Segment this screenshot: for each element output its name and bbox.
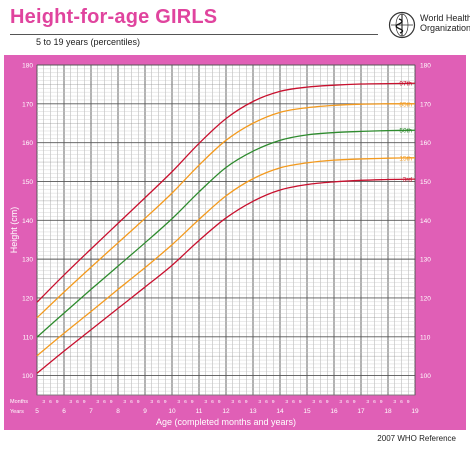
month-tick-label: 3 (366, 399, 369, 405)
y-tick-label-right: 170 (420, 101, 431, 108)
month-tick-label: 6 (292, 399, 295, 405)
who-emblem-icon (388, 11, 416, 39)
x-tick-label: 5 (35, 408, 39, 415)
y-tick-label-left: 150 (22, 179, 33, 186)
chart-panel: 100 100 110 110 120 120 130 130 140 140 150 150 160 1… (4, 55, 466, 430)
series-label-85th: 85th (399, 101, 412, 108)
month-tick-label: 3 (69, 399, 72, 405)
title-divider (10, 34, 378, 35)
y-tick-label-left: 130 (22, 257, 33, 264)
month-tick-label: 3 (177, 399, 180, 405)
y-tick-label-left: 140 (22, 218, 33, 225)
y-tick-label-left: 100 (22, 373, 33, 380)
month-tick-label: 9 (407, 399, 410, 405)
month-tick-label: 6 (76, 399, 79, 405)
month-tick-label: 9 (326, 399, 329, 405)
x-tick-label: 18 (384, 408, 392, 415)
x-tick-label: 8 (116, 408, 120, 415)
x-axis-label: Age (completed months and years) (156, 417, 296, 427)
month-tick-label: 3 (312, 399, 315, 405)
month-tick-label: 6 (400, 399, 403, 405)
month-tick-label: 9 (353, 399, 356, 405)
x-tick-label: 17 (357, 408, 365, 415)
y-tick-label-right: 110 (420, 334, 431, 341)
y-tick-label-left: 110 (23, 334, 34, 341)
month-tick-label: 6 (265, 399, 268, 405)
page-title: Height-for-age GIRLS (10, 6, 218, 28)
month-tick-label: 9 (191, 399, 194, 405)
month-tick-label: 9 (245, 399, 248, 405)
month-tick-label: 3 (339, 399, 342, 405)
years-row-label: Years (10, 409, 24, 415)
percentile-line-85th (36, 103, 416, 319)
x-tick-label: 7 (89, 408, 93, 415)
y-tick-label-left: 120 (22, 295, 33, 302)
x-tick-label: 14 (276, 408, 284, 415)
org-name-line1: World Health (420, 13, 470, 23)
months-row-label: Months (10, 399, 28, 405)
y-tick-label-right: 160 (420, 140, 431, 147)
x-tick-label: 6 (62, 408, 66, 415)
month-tick-label: 6 (238, 399, 241, 405)
x-tick-label: 11 (196, 408, 203, 415)
month-tick-label: 9 (218, 399, 221, 405)
y-tick-label-left: 180 (22, 63, 33, 70)
x-tick-label: 12 (222, 408, 230, 415)
month-tick-label: 6 (103, 399, 106, 405)
month-tick-label: 9 (299, 399, 302, 405)
x-tick-label: 13 (249, 408, 257, 415)
percentile-line-50th (36, 129, 416, 338)
x-tick-label: 16 (330, 408, 338, 415)
month-tick-label: 3 (258, 399, 261, 405)
month-tick-label: 6 (346, 399, 349, 405)
month-tick-label: 3 (231, 399, 234, 405)
series-label-3rd: 3rd (403, 177, 413, 184)
percentile-line-97th (36, 82, 416, 303)
series-label-50th: 50th (399, 128, 412, 135)
month-tick-label: 9 (380, 399, 383, 405)
org-name-line2: Organization (420, 23, 470, 33)
x-tick-label: 15 (303, 408, 311, 415)
x-tick-label: 19 (411, 408, 419, 415)
month-tick-label: 6 (373, 399, 376, 405)
y-axis-label: Height (cm) (9, 207, 19, 254)
y-tick-label-right: 100 (420, 373, 431, 380)
month-tick-label: 9 (137, 399, 140, 405)
month-tick-label: 3 (204, 399, 207, 405)
month-tick-label: 6 (49, 399, 52, 405)
month-tick-label: 9 (272, 399, 275, 405)
month-tick-label: 6 (130, 399, 133, 405)
month-tick-label: 6 (184, 399, 187, 405)
y-tick-label-right: 130 (420, 257, 431, 264)
percentile-line-3rd (36, 178, 416, 374)
month-tick-label: 3 (285, 399, 288, 405)
y-tick-label-right: 140 (420, 218, 431, 225)
page-subtitle: 5 to 19 years (percentiles) (36, 37, 141, 47)
height-for-age-chart: 100 100 110 110 120 120 130 130 140 140 150 150 160 1… (9, 63, 431, 428)
y-tick-label-right: 180 (420, 63, 431, 70)
month-tick-label: 6 (211, 399, 214, 405)
month-tick-label: 3 (150, 399, 153, 405)
month-tick-label: 3 (393, 399, 396, 405)
month-tick-label: 9 (56, 399, 59, 405)
month-tick-label: 9 (164, 399, 167, 405)
series-label-97th: 97th (399, 81, 412, 88)
percentile-line-15th (36, 157, 416, 357)
y-tick-label-right: 150 (420, 179, 431, 186)
y-tick-label-right: 120 (420, 295, 431, 302)
organization-name: World Health Organization (420, 13, 470, 33)
month-tick-label: 9 (110, 399, 113, 405)
y-tick-label-left: 170 (22, 101, 33, 108)
reference-note: 2007 WHO Reference (377, 434, 456, 443)
month-tick-label: 3 (123, 399, 126, 405)
month-tick-label: 6 (319, 399, 322, 405)
x-tick-label: 10 (168, 408, 176, 415)
month-tick-label: 6 (157, 399, 160, 405)
series-label-15th: 15th (399, 155, 412, 162)
month-tick-label: 9 (83, 399, 86, 405)
month-tick-label: 3 (96, 399, 99, 405)
month-tick-label: 3 (42, 399, 45, 405)
y-tick-label-left: 160 (22, 140, 33, 147)
x-tick-label: 9 (143, 408, 147, 415)
